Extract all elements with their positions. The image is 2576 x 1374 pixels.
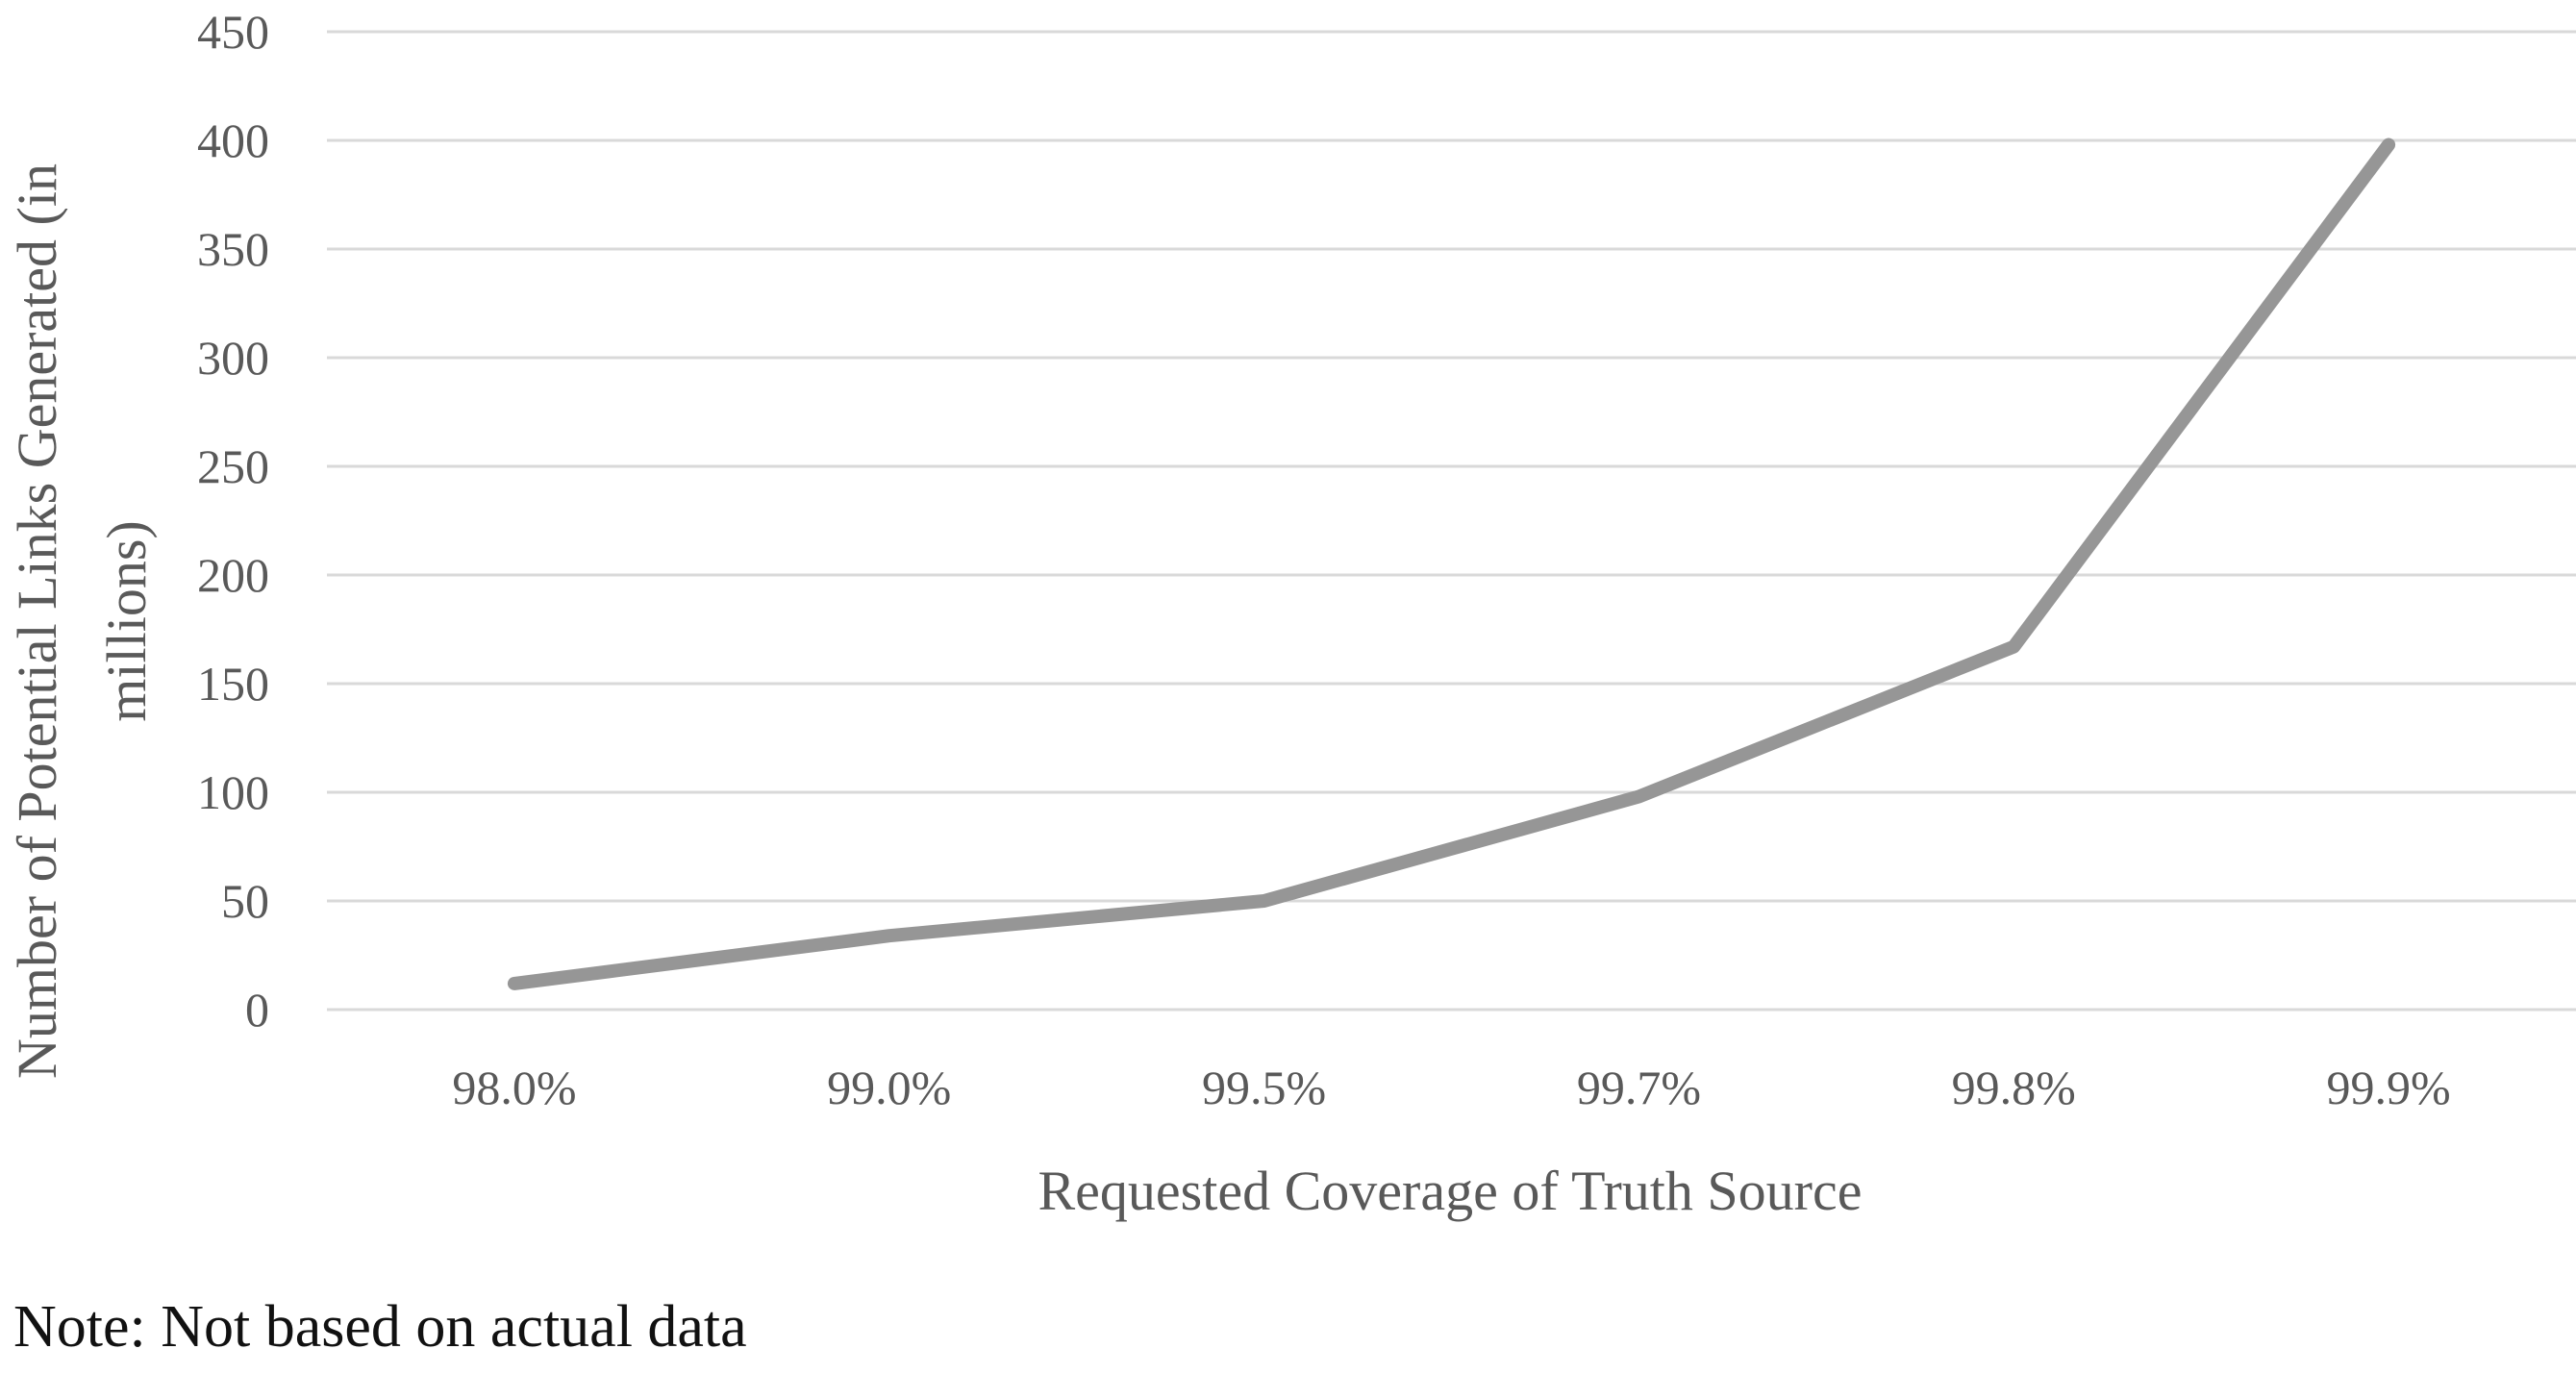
y-tick-label: 0: [245, 983, 269, 1037]
x-tick-label: 99.7%: [1577, 1061, 1701, 1114]
data-point: [888, 935, 890, 937]
y-tick-label: 200: [197, 548, 269, 602]
x-tick-label: 99.9%: [2327, 1061, 2451, 1114]
data-point: [2013, 645, 2015, 648]
x-tick-label: 99.8%: [1952, 1061, 2076, 1114]
y-tick-label: 300: [197, 331, 269, 385]
grid-lines: [327, 30, 2576, 1012]
data-point: [1263, 900, 1265, 902]
y-tick-label: 50: [221, 874, 269, 928]
series-line-0: [507, 137, 2396, 990]
data-point: [1638, 795, 1640, 798]
x-tick-label: 99.5%: [1202, 1061, 1326, 1114]
y-axis-title-line-1: Number of Potential Links Generated (in: [6, 163, 68, 1079]
y-tick-label: 400: [197, 113, 269, 167]
data-point: [513, 982, 515, 985]
y-tick-label: 150: [197, 657, 269, 711]
series-layer: [507, 137, 2396, 990]
y-axis-tick-labels: 0 50 100 150 200 250 300 350 400 450: [197, 5, 269, 1037]
x-tick-label: 99.0%: [827, 1061, 951, 1114]
y-axis-title-line-2: millions): [95, 520, 158, 721]
y-tick-label: 100: [197, 765, 269, 819]
x-axis-title: Requested Coverage of Truth Source: [1038, 1160, 1863, 1222]
y-tick-label: 450: [197, 5, 269, 59]
y-axis-title: Number of Potential Links Generated (in …: [6, 163, 158, 1079]
y-tick-label: 250: [197, 439, 269, 493]
x-tick-label: 98.0%: [452, 1061, 576, 1114]
footnote: Note: Not based on actual data: [13, 1294, 747, 1360]
y-tick-label: 350: [197, 222, 269, 276]
data-point: [2388, 143, 2390, 146]
x-axis-tick-labels: 98.0% 99.0% 99.5% 99.7% 99.8% 99.9%: [452, 1061, 2450, 1114]
